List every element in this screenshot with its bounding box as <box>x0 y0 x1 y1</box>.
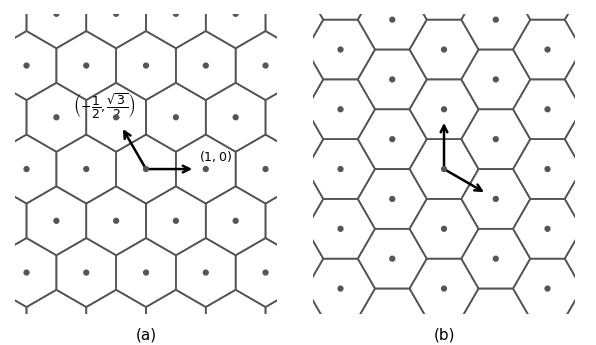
Circle shape <box>84 167 89 171</box>
Circle shape <box>24 270 29 275</box>
Circle shape <box>353 11 358 16</box>
Circle shape <box>263 63 268 68</box>
Circle shape <box>545 226 550 231</box>
Circle shape <box>173 115 178 120</box>
Circle shape <box>235 226 240 231</box>
Circle shape <box>54 11 59 16</box>
Circle shape <box>235 107 240 112</box>
Circle shape <box>442 286 446 291</box>
Circle shape <box>353 218 358 223</box>
Circle shape <box>293 115 298 120</box>
Circle shape <box>84 270 89 275</box>
Circle shape <box>442 47 446 52</box>
Circle shape <box>353 322 358 327</box>
Text: $\left(-\dfrac{1}{2},\dfrac{\sqrt{3}}{2}\right)$: $\left(-\dfrac{1}{2},\dfrac{\sqrt{3}}{2}… <box>73 91 135 121</box>
Circle shape <box>114 11 119 16</box>
Circle shape <box>235 47 240 52</box>
Circle shape <box>545 286 550 291</box>
Circle shape <box>353 115 358 120</box>
Circle shape <box>493 17 498 22</box>
Circle shape <box>493 316 498 321</box>
Circle shape <box>24 167 29 171</box>
Circle shape <box>493 137 498 141</box>
Circle shape <box>412 218 417 223</box>
Circle shape <box>545 167 550 171</box>
Circle shape <box>390 256 395 261</box>
Circle shape <box>144 167 148 171</box>
Circle shape <box>286 256 291 261</box>
Circle shape <box>390 197 395 201</box>
Circle shape <box>233 218 238 223</box>
Circle shape <box>114 218 119 223</box>
Circle shape <box>412 115 417 120</box>
Circle shape <box>323 63 328 68</box>
Circle shape <box>233 322 238 327</box>
Circle shape <box>84 63 89 68</box>
Circle shape <box>235 167 240 171</box>
Circle shape <box>203 270 208 275</box>
Circle shape <box>263 270 268 275</box>
Circle shape <box>114 115 119 120</box>
Circle shape <box>54 115 59 120</box>
Circle shape <box>442 226 446 231</box>
Circle shape <box>338 286 343 291</box>
Circle shape <box>390 137 395 141</box>
Circle shape <box>54 218 59 223</box>
Text: (a): (a) <box>135 328 157 343</box>
Circle shape <box>173 218 178 223</box>
Circle shape <box>173 322 178 327</box>
Circle shape <box>383 167 387 171</box>
Circle shape <box>286 77 291 82</box>
Circle shape <box>545 47 550 52</box>
Circle shape <box>114 322 119 327</box>
Circle shape <box>412 11 417 16</box>
Circle shape <box>286 137 291 141</box>
Circle shape <box>144 270 148 275</box>
Circle shape <box>383 63 387 68</box>
Circle shape <box>338 167 343 171</box>
Circle shape <box>390 77 395 82</box>
Circle shape <box>390 316 395 321</box>
Circle shape <box>493 256 498 261</box>
Circle shape <box>493 197 498 201</box>
Circle shape <box>203 167 208 171</box>
Circle shape <box>293 218 298 223</box>
Circle shape <box>203 63 208 68</box>
Circle shape <box>390 17 395 22</box>
Circle shape <box>338 107 343 112</box>
Circle shape <box>338 226 343 231</box>
Circle shape <box>338 47 343 52</box>
Circle shape <box>493 77 498 82</box>
Circle shape <box>263 167 268 171</box>
Text: $(1,0)$: $(1,0)$ <box>198 149 231 164</box>
Circle shape <box>412 322 417 327</box>
Circle shape <box>235 286 240 291</box>
Circle shape <box>233 11 238 16</box>
Circle shape <box>323 167 328 171</box>
Circle shape <box>286 197 291 201</box>
Circle shape <box>144 63 148 68</box>
Circle shape <box>442 167 446 171</box>
Circle shape <box>233 115 238 120</box>
Circle shape <box>173 11 178 16</box>
Circle shape <box>286 17 291 22</box>
Circle shape <box>442 107 446 112</box>
Circle shape <box>286 316 291 321</box>
Circle shape <box>293 322 298 327</box>
Circle shape <box>293 11 298 16</box>
Circle shape <box>383 270 387 275</box>
Circle shape <box>24 63 29 68</box>
Text: (b): (b) <box>433 328 455 343</box>
Circle shape <box>545 107 550 112</box>
Circle shape <box>323 270 328 275</box>
Circle shape <box>54 322 59 327</box>
